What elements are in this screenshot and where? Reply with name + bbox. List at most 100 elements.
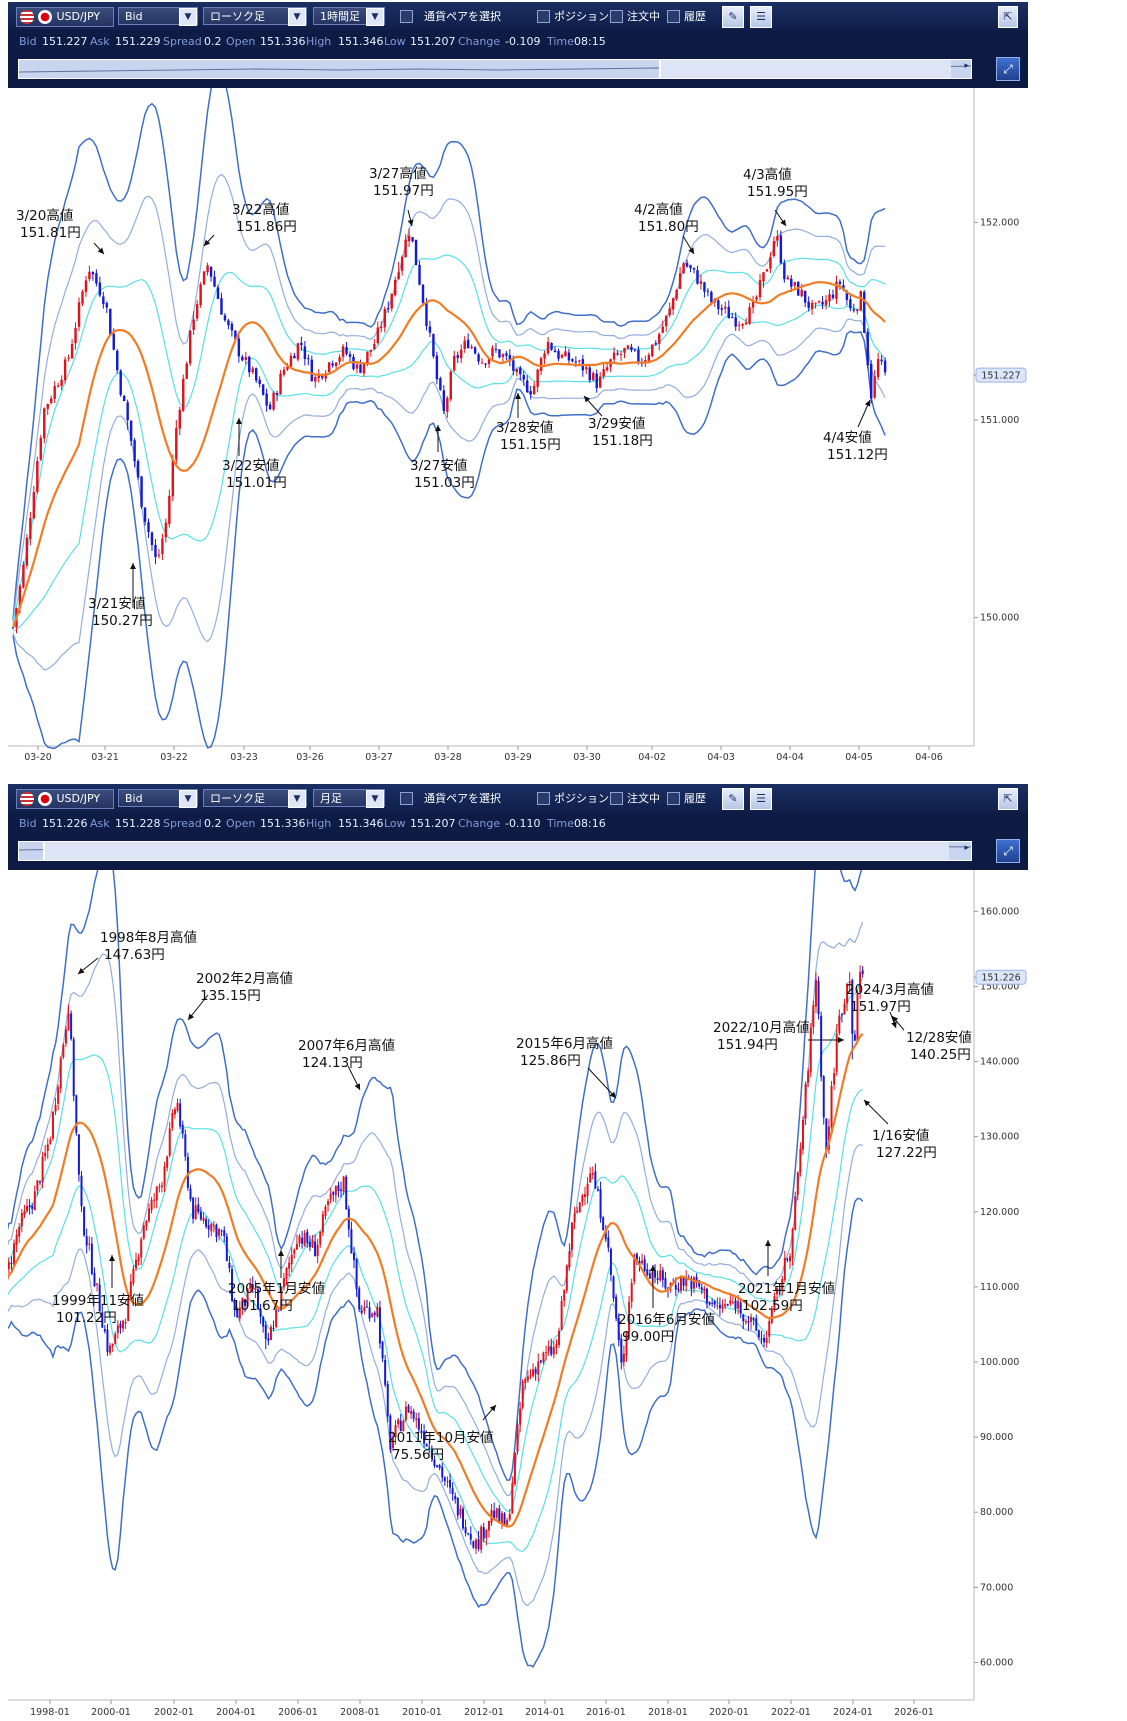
candle [592,371,595,382]
candle [751,295,755,314]
candle [859,290,862,312]
position-checkbox[interactable] [537,10,550,23]
orders-checkbox[interactable] [610,10,623,23]
candle [598,371,602,389]
candle [668,302,671,318]
annotation-price: 127.22円 [876,1145,937,1161]
candle [526,1370,529,1383]
chart-navigator: ▸ ⤢ [8,54,1028,88]
x-tick-label: 04-05 [845,752,873,763]
candle [602,1215,605,1231]
candle [306,1228,309,1248]
price-type-select[interactable]: Bid ▼ [118,789,198,808]
currency-pair-selector[interactable]: USD/JPY [16,789,114,809]
timeframe-select[interactable]: 1時間足 ▼ [313,7,385,26]
history-checkbox[interactable] [667,10,680,23]
candle [127,1296,130,1322]
history-checkbox[interactable] [667,792,680,805]
monthly-chart-area[interactable]: 60.000 70.000 80.000 90.000 100.000 110.000 12… [8,870,1028,1720]
collapse-icon[interactable]: ⇱ [998,6,1018,28]
candle [689,264,692,273]
drawing-tool-icon[interactable]: ✎ [722,788,744,810]
candle [880,355,883,365]
candle [511,1476,514,1514]
navigator-selection[interactable] [43,842,949,860]
bollinger-2sigma-upper [12,173,886,623]
y-tick-label: 150.000 [980,981,1019,992]
candle [103,1324,106,1334]
candle [158,1183,161,1193]
candle [43,407,46,444]
candle [799,1142,802,1177]
annotation-date: 2022/10月高値 [713,1019,810,1036]
candle [182,374,185,412]
candle [119,1320,122,1334]
annotation-arrow [93,242,105,255]
candle [316,1238,319,1264]
annotation-price: 151.80円 [638,219,699,235]
candle [81,289,84,307]
candle [791,1227,794,1266]
candle [617,1313,620,1347]
candle [381,1340,384,1363]
candle [25,533,29,569]
scroll-right-icon[interactable]: ▸ [964,843,969,853]
candle [543,350,546,365]
candle [378,1300,381,1349]
candle [400,255,404,276]
candle [459,344,463,364]
collapse-icon[interactable]: ⇱ [998,788,1018,810]
drawing-tool-icon[interactable]: ✎ [722,6,744,28]
navigator-selection[interactable] [659,60,951,78]
orders-label: 注文中 [627,10,660,23]
candle [262,1316,265,1333]
candle [314,375,317,388]
fit-chart-icon[interactable]: ⤢ [996,57,1020,81]
chart-type-select[interactable]: ローソク足 ▼ [203,7,307,26]
chart-type-select[interactable]: ローソク足 ▼ [203,789,307,808]
candle [555,1339,558,1355]
candle [202,1212,205,1224]
y-tick-label: 80.000 [980,1507,1013,1518]
candle [319,1231,322,1248]
candle [490,1503,493,1526]
position-checkbox[interactable] [537,792,550,805]
settings-list-icon[interactable]: ☰ [750,6,772,28]
hourly-chart-area[interactable]: 150.000 151.000 152.000 03-20 03-21 03-22 03-2… [8,88,1028,774]
jp-flag-icon [38,792,52,806]
navigator-scrollbar[interactable]: ▸ [18,59,972,79]
candle [75,1094,78,1136]
candle [77,297,81,331]
candle [809,1022,812,1078]
settings-list-icon[interactable]: ☰ [750,788,772,810]
history-label: 履歴 [684,792,706,805]
candle [852,303,856,313]
candle [599,1181,602,1223]
candle [337,1181,340,1198]
annotation-date: 3/22安値 [222,458,279,474]
candle [591,1166,594,1180]
annotation-date: 12/28安値 [906,1030,972,1046]
candle [116,348,119,374]
orders-checkbox[interactable] [610,792,623,805]
navigator-scrollbar[interactable]: ▸ [18,841,972,861]
candle [237,334,241,363]
timeframe-select[interactable]: 月足 ▼ [313,789,385,808]
candle [88,1236,91,1251]
x-tick-label: 2014-01 [525,1707,565,1718]
candle [241,354,244,362]
x-tick-label: 03-22 [160,752,188,763]
scroll-right-icon[interactable]: ▸ [964,61,969,71]
candle [168,489,171,528]
select-pair-checkbox[interactable] [400,792,413,805]
candle [443,1476,446,1486]
candle [833,1067,836,1090]
currency-pair-selector[interactable]: USD/JPY [16,7,114,27]
fit-chart-icon[interactable]: ⤢ [996,839,1020,863]
candle [150,1196,153,1214]
annotation-date: 1999年11安値 [52,1293,144,1309]
chevron-down-icon: ▼ [366,8,384,26]
select-pair-checkbox[interactable] [400,10,413,23]
candle [212,1220,215,1233]
price-type-select[interactable]: Bid ▼ [118,7,198,26]
